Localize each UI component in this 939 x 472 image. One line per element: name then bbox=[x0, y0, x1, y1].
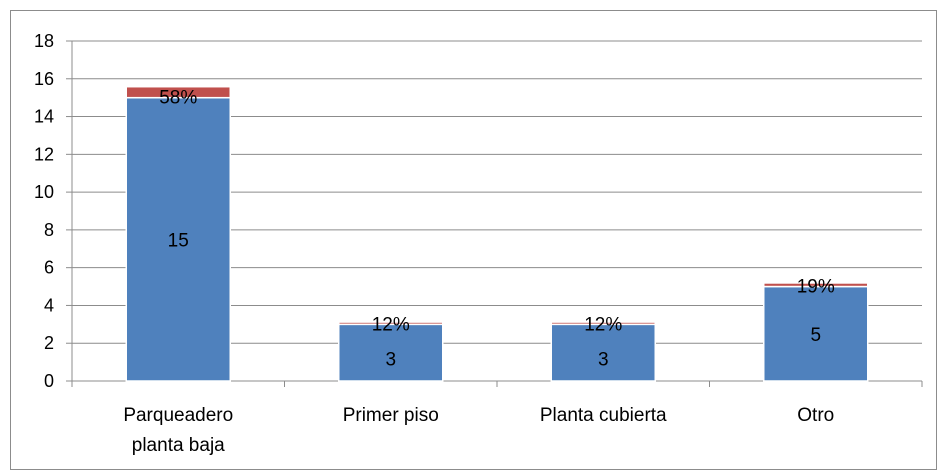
y-tick-label: 4 bbox=[44, 295, 54, 315]
bar-segment bbox=[125, 96, 231, 382]
data-label-count: 3 bbox=[385, 350, 396, 371]
data-label-count: 5 bbox=[810, 325, 821, 346]
y-tick-label: 14 bbox=[34, 107, 54, 127]
x-category-label: Parqueadero bbox=[123, 405, 233, 426]
x-category-label: planta baja bbox=[132, 435, 225, 456]
x-category-label: Primer piso bbox=[343, 405, 439, 426]
bar-segment bbox=[550, 323, 656, 382]
y-tick-label: 18 bbox=[34, 31, 54, 51]
bar-segment-percent bbox=[125, 85, 231, 99]
y-tick-label: 10 bbox=[34, 182, 54, 202]
bar-segment-percent bbox=[338, 321, 444, 326]
x-category-label: Planta cubierta bbox=[540, 405, 667, 426]
y-tick-label: 6 bbox=[44, 258, 54, 278]
y-tick-label: 0 bbox=[44, 371, 54, 391]
data-label-percent: 12% bbox=[584, 314, 622, 335]
bar-segment-percent bbox=[550, 321, 656, 326]
y-tick-label: 16 bbox=[34, 69, 54, 89]
data-label-percent: 12% bbox=[372, 314, 410, 335]
y-tick-label: 8 bbox=[44, 220, 54, 240]
y-tick-label: 2 bbox=[44, 333, 54, 353]
data-label-percent: 19% bbox=[797, 277, 835, 298]
data-label-count: 15 bbox=[168, 230, 189, 251]
y-tick-label: 12 bbox=[34, 144, 54, 164]
bar-segment bbox=[763, 285, 869, 382]
data-label-percent: 58% bbox=[159, 88, 197, 109]
bar-segment-percent bbox=[763, 282, 869, 288]
data-label-count: 3 bbox=[598, 350, 609, 371]
x-category-label: Otro bbox=[797, 405, 834, 426]
bar-segment bbox=[338, 323, 444, 382]
